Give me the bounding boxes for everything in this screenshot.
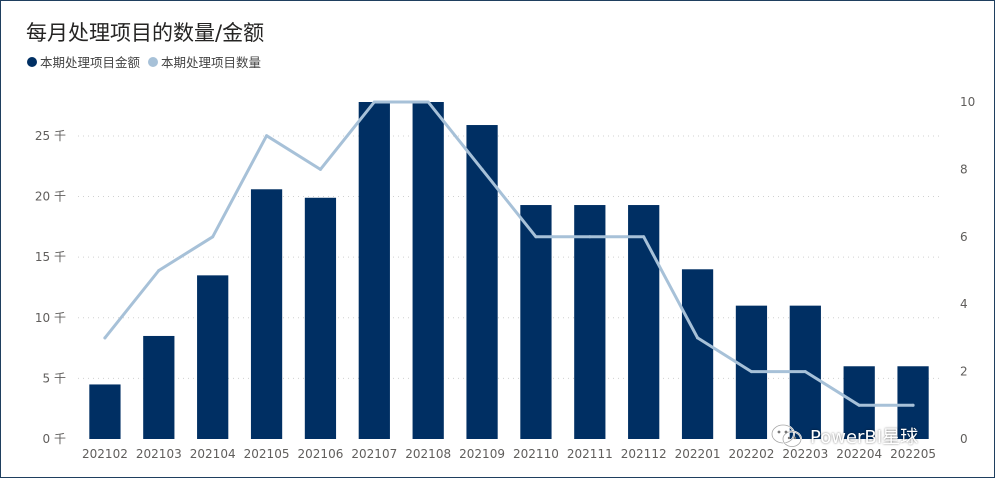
x-tick-label: 202104 — [190, 447, 236, 461]
bar-202106 — [304, 197, 337, 439]
left-tick-label: 10 千 — [35, 311, 66, 325]
x-tick-label: 202108 — [405, 447, 451, 461]
right-tick-label: 0 — [960, 432, 968, 446]
bar-202105 — [250, 189, 283, 439]
x-tick-label: 202103 — [136, 447, 182, 461]
legend-dot-count — [148, 56, 159, 67]
x-tick-label: 202112 — [621, 447, 667, 461]
left-tick-label: 0 千 — [43, 432, 66, 446]
x-tick-label: 202110 — [513, 447, 559, 461]
legend-label-count: 本期处理项目数量 — [161, 55, 262, 70]
count-point-202112 — [642, 235, 646, 239]
chart-title: 每月处理项目的数量/金额 — [26, 21, 265, 45]
x-tick-label: 202102 — [82, 447, 128, 461]
count-point-202110 — [534, 235, 538, 239]
amount-bars — [89, 102, 929, 439]
count-point-202102 — [103, 336, 107, 340]
x-tick-label: 202111 — [567, 447, 613, 461]
right-tick-label: 10 — [960, 95, 975, 109]
right-tick-label: 8 — [960, 162, 968, 176]
legend-label-amount: 本期处理项目金额 — [40, 55, 141, 70]
count-point-202104 — [211, 235, 215, 239]
count-point-202107 — [372, 100, 376, 104]
bar-202204 — [843, 366, 875, 439]
bar-202108 — [412, 102, 444, 439]
bar-202103 — [143, 335, 175, 439]
bar-202111 — [574, 205, 606, 439]
bar-202109 — [466, 125, 498, 439]
count-line-layer — [103, 100, 915, 407]
x-tick-label: 202202 — [729, 447, 775, 461]
bar-202104 — [197, 275, 229, 439]
x-tick-label: 202109 — [459, 447, 505, 461]
x-axis-ticks: 202102 202103 202104 202105 202106 202107 2021… — [82, 447, 936, 461]
chart-legend: 本期处理项目金额 本期处理项目数量 — [27, 52, 269, 71]
left-tick-label: 15 千 — [35, 250, 66, 264]
count-point-202203 — [803, 370, 807, 374]
count-point-202109 — [480, 167, 484, 171]
right-axis-ticks: 0 2 4 6 8 10 — [960, 95, 975, 446]
wechat-icon — [771, 424, 802, 448]
left-tick-label: 25 千 — [35, 129, 66, 143]
right-tick-label: 4 — [960, 297, 968, 311]
bar-202205 — [897, 366, 929, 439]
bar-202107 — [358, 102, 390, 439]
bar-202110 — [520, 205, 552, 439]
count-point-202108 — [426, 100, 430, 104]
x-tick-label: 202204 — [836, 447, 882, 461]
bar-202112 — [628, 205, 660, 439]
count-point-202201 — [696, 336, 700, 340]
x-tick-label: 202203 — [782, 447, 828, 461]
count-point-202111 — [588, 235, 592, 239]
legend-item-count[interactable]: 本期处理项目数量 — [148, 52, 261, 71]
legend-item-amount[interactable]: 本期处理项目金额 — [27, 52, 140, 71]
count-point-202204 — [857, 403, 861, 407]
count-point-202105 — [265, 134, 269, 138]
count-point-202103 — [157, 269, 161, 272]
left-axis-ticks: 0 千 5 千 10 千 15 千 20 千 25 千 — [35, 129, 66, 446]
bar-202102 — [89, 384, 121, 439]
x-tick-label: 202201 — [675, 447, 721, 461]
watermark-text: PowerBI星球 — [810, 427, 919, 448]
bar-202201 — [681, 269, 714, 439]
x-tick-label: 202105 — [244, 447, 290, 461]
count-line — [103, 100, 915, 407]
legend-dot-amount — [27, 56, 37, 67]
x-tick-label: 202107 — [351, 447, 397, 461]
x-tick-label: 202106 — [298, 447, 344, 461]
right-tick-label: 6 — [960, 230, 968, 244]
watermark: PowerBI星球 — [770, 423, 918, 449]
count-point-202205 — [911, 403, 915, 407]
left-tick-label: 20 千 — [35, 190, 66, 204]
count-point-202202 — [749, 370, 753, 374]
x-tick-label: 202205 — [890, 447, 936, 461]
right-tick-label: 2 — [960, 365, 968, 379]
left-tick-label: 5 千 — [43, 371, 66, 385]
count-point-202106 — [318, 167, 322, 171]
